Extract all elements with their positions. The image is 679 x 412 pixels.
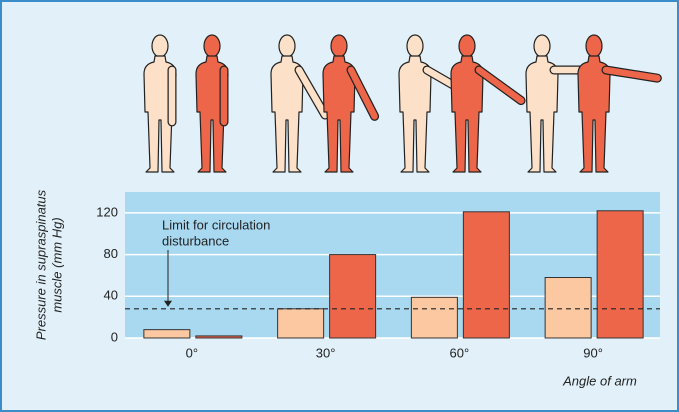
- figures: [143, 34, 662, 173]
- bar: [596, 210, 644, 339]
- y-tick-label: 120: [96, 204, 118, 219]
- person-body: [577, 55, 611, 173]
- person-head: [151, 34, 169, 58]
- x-tick-label: 0°: [186, 345, 198, 360]
- person-body: [270, 55, 304, 173]
- person: [195, 34, 229, 173]
- person-head: [278, 34, 296, 58]
- person-body: [322, 55, 356, 173]
- limit-arrowhead: [164, 300, 172, 307]
- person-head: [533, 34, 551, 58]
- person: [450, 34, 526, 173]
- bar: [329, 254, 377, 339]
- y-axis-label-line: muscle (mm Hg): [49, 217, 64, 312]
- person-head: [203, 34, 221, 58]
- bar: [544, 277, 592, 339]
- y-axis-label: Pressure in supraspinatus muscle (mm Hg): [33, 189, 64, 340]
- bar: [277, 308, 325, 339]
- person-body: [450, 55, 484, 173]
- bar: [195, 335, 243, 339]
- person-head: [406, 34, 424, 58]
- bar: [462, 211, 510, 339]
- person-head: [458, 34, 476, 58]
- limit-label: Limit for circulation: [162, 217, 270, 232]
- y-tick-label: 40: [104, 288, 118, 303]
- person-arm-fill: [295, 66, 329, 119]
- person-body: [525, 55, 559, 173]
- person: [143, 34, 177, 173]
- x-tick-label: 90°: [583, 345, 603, 360]
- bar: [410, 296, 458, 339]
- person: [577, 34, 662, 173]
- y-tick-label: 0: [111, 329, 118, 344]
- x-axis-label: Angle of arm: [562, 373, 637, 388]
- y-axis-label-line: Pressure in supraspinatus: [33, 189, 48, 340]
- person: [322, 34, 380, 173]
- y-tick-label: 80: [104, 246, 118, 261]
- person-head: [330, 34, 348, 58]
- x-tick-label: 60°: [450, 345, 470, 360]
- person: [270, 34, 330, 173]
- person-arm-fill: [475, 66, 525, 104]
- limit-label: disturbance: [162, 233, 229, 248]
- person-arm-fill: [347, 66, 378, 120]
- x-tick-label: 30°: [316, 345, 336, 360]
- person-head: [585, 34, 603, 58]
- person-arm-fill: [602, 66, 661, 82]
- person-body: [398, 55, 432, 173]
- bar: [143, 329, 191, 339]
